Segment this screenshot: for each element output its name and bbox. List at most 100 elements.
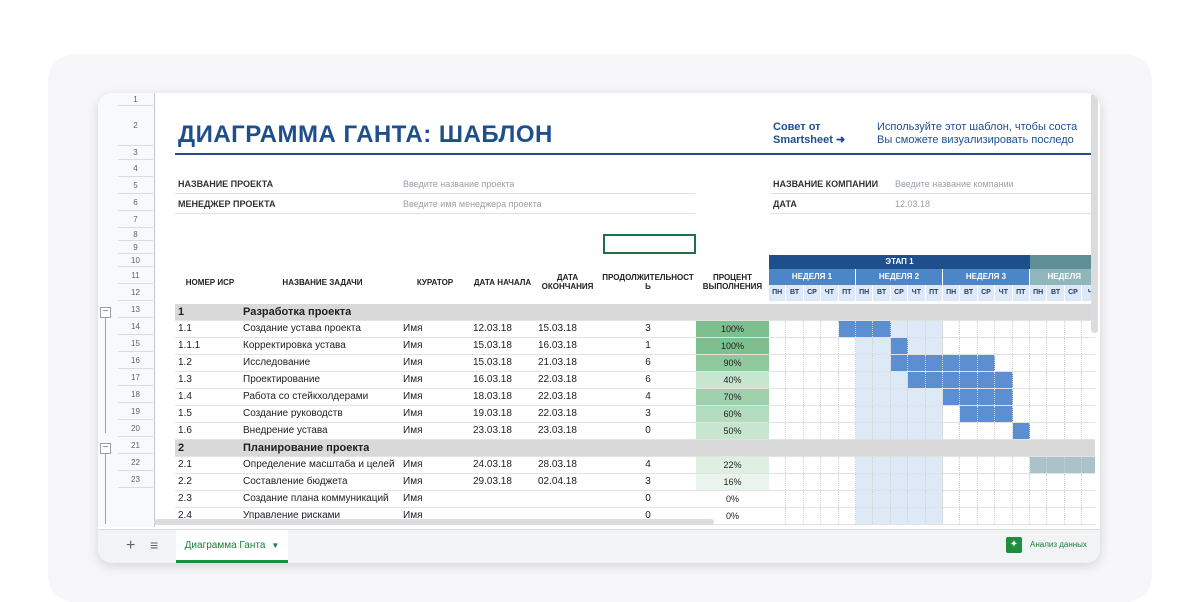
gantt-cell[interactable]: [786, 457, 804, 473]
gantt-cell[interactable]: [925, 491, 943, 507]
gantt-cell[interactable]: [839, 423, 856, 439]
gantt-cell[interactable]: [925, 355, 943, 371]
gantt-cell[interactable]: [925, 338, 943, 354]
collapse-group-icon[interactable]: −: [100, 443, 111, 454]
gantt-cell[interactable]: [1082, 372, 1095, 388]
gantt-cell[interactable]: [943, 406, 961, 422]
gantt-cell[interactable]: [873, 508, 891, 524]
owner-cell[interactable]: Имя: [403, 374, 423, 385]
gantt-cell[interactable]: [839, 389, 856, 405]
end-date-cell[interactable]: 22.03.18: [538, 391, 577, 402]
gantt-cell[interactable]: [995, 372, 1013, 388]
gantt-cell[interactable]: [804, 406, 822, 422]
wbs-cell[interactable]: 1.1.1: [178, 340, 201, 351]
gantt-cell[interactable]: [838, 321, 856, 337]
row-number[interactable]: 7: [118, 211, 153, 228]
duration-cell[interactable]: 6: [645, 374, 651, 385]
gantt-cell[interactable]: [786, 423, 804, 439]
gantt-cell[interactable]: [890, 423, 909, 439]
gantt-cell[interactable]: [1082, 338, 1095, 354]
task-name-cell[interactable]: Создание плана коммуникаций: [243, 493, 389, 504]
gantt-cell[interactable]: [908, 457, 926, 473]
gantt-cell[interactable]: [769, 321, 787, 337]
row-number[interactable]: 10: [118, 254, 153, 267]
row-number[interactable]: 19: [118, 403, 153, 420]
row-number[interactable]: 18: [118, 386, 153, 403]
gantt-cell[interactable]: [995, 474, 1013, 490]
gantt-cell[interactable]: [1047, 389, 1065, 405]
gantt-cell[interactable]: [960, 406, 978, 422]
all-sheets-icon[interactable]: ≡: [150, 537, 159, 553]
gantt-cell[interactable]: [943, 508, 961, 524]
gantt-cell[interactable]: [873, 491, 891, 507]
start-date-cell[interactable]: 15.03.18: [473, 340, 512, 351]
duration-cell[interactable]: 4: [645, 459, 651, 470]
gantt-cell[interactable]: [1013, 474, 1030, 490]
gantt-cell[interactable]: [856, 355, 874, 371]
gantt-cell[interactable]: [804, 423, 822, 439]
gantt-cell[interactable]: [786, 474, 804, 490]
gantt-cell[interactable]: [960, 423, 978, 439]
gantt-cell[interactable]: [804, 457, 822, 473]
duration-cell[interactable]: 3: [645, 408, 651, 419]
task-name-cell[interactable]: Исследование: [243, 357, 311, 368]
gantt-cell[interactable]: [786, 406, 804, 422]
gantt-cell[interactable]: [890, 355, 909, 371]
gantt-cell[interactable]: [1047, 406, 1065, 422]
gantt-cell[interactable]: [978, 423, 996, 439]
gantt-cell[interactable]: [995, 406, 1013, 422]
sheet-tab-gantt[interactable]: Диаграмма Ганта ▼: [176, 530, 288, 563]
explore-icon[interactable]: ✦: [1006, 537, 1022, 553]
gantt-cell[interactable]: [1082, 355, 1095, 371]
row-number[interactable]: 23: [118, 471, 153, 488]
phase-title[interactable]: Разработка проекта: [243, 306, 352, 318]
end-date-cell[interactable]: 02.04.18: [538, 476, 577, 487]
gantt-cell[interactable]: [1047, 372, 1065, 388]
gantt-cell[interactable]: [821, 372, 839, 388]
owner-cell[interactable]: Имя: [403, 459, 423, 470]
gantt-cell[interactable]: [1082, 457, 1095, 473]
gantt-cell[interactable]: [1030, 321, 1048, 337]
gantt-cell[interactable]: [1030, 457, 1048, 473]
task-name-cell[interactable]: Внедрение устава: [243, 425, 328, 436]
task-name-cell[interactable]: Корректировка устава: [243, 340, 346, 351]
explore-label[interactable]: Анализ данных: [1030, 540, 1087, 549]
gantt-cell[interactable]: [769, 406, 787, 422]
gantt-cell[interactable]: [821, 338, 839, 354]
gantt-cell[interactable]: [786, 372, 804, 388]
gantt-cell[interactable]: [786, 389, 804, 405]
gantt-cell[interactable]: [856, 389, 874, 405]
duration-cell[interactable]: 3: [645, 476, 651, 487]
wbs-cell[interactable]: 2.3: [178, 493, 192, 504]
gantt-cell[interactable]: [1030, 474, 1048, 490]
date-value[interactable]: 12.03.18: [895, 199, 931, 209]
gantt-cell[interactable]: [890, 372, 909, 388]
gantt-cell[interactable]: [769, 338, 787, 354]
gantt-cell[interactable]: [1065, 406, 1083, 422]
gantt-cell[interactable]: [943, 338, 961, 354]
gantt-cell[interactable]: [995, 355, 1013, 371]
task-name-cell[interactable]: Создание устава проекта: [243, 323, 361, 334]
percent-complete-cell[interactable]: 90%: [696, 355, 769, 371]
row-number[interactable]: 21: [118, 437, 153, 454]
gantt-cell[interactable]: [1082, 491, 1095, 507]
duration-cell[interactable]: 1: [645, 340, 651, 351]
wbs-cell[interactable]: 2.1: [178, 459, 192, 470]
wbs-cell[interactable]: 2.4: [178, 510, 192, 521]
gantt-cell[interactable]: [769, 372, 787, 388]
gantt-cell[interactable]: [1047, 491, 1065, 507]
gantt-cell[interactable]: [821, 321, 839, 337]
gantt-cell[interactable]: [978, 474, 996, 490]
row-number[interactable]: 3: [118, 146, 153, 160]
gantt-cell[interactable]: [769, 491, 787, 507]
gantt-cell[interactable]: [821, 389, 839, 405]
horizontal-scrollbar[interactable]: [154, 519, 714, 525]
selected-cell[interactable]: [603, 234, 696, 254]
gantt-cell[interactable]: [856, 321, 874, 337]
end-date-cell[interactable]: 28.03.18: [538, 459, 577, 470]
gantt-cell[interactable]: [804, 338, 822, 354]
gantt-cell[interactable]: [925, 389, 943, 405]
gantt-cell[interactable]: [925, 372, 943, 388]
gantt-cell[interactable]: [821, 406, 839, 422]
owner-cell[interactable]: Имя: [403, 476, 423, 487]
